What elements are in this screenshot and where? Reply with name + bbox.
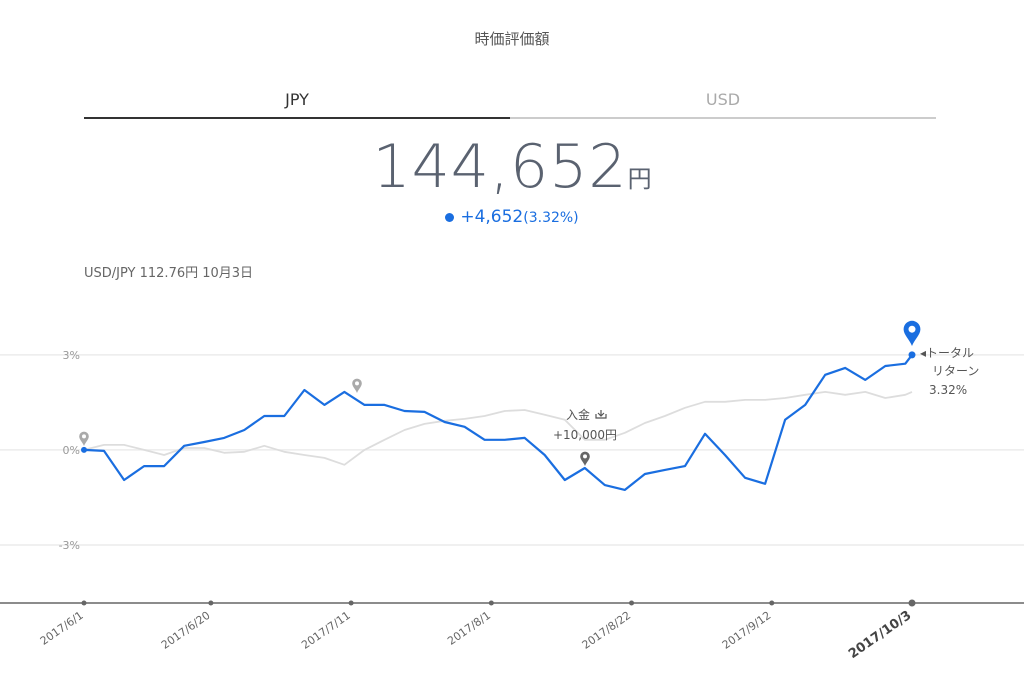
annotation: 3.32%	[929, 383, 967, 397]
end-point	[908, 351, 916, 359]
x-tick	[769, 600, 775, 606]
annotation: リターン	[932, 364, 979, 378]
fx-rate: USD/JPY 112.76円 10月3日	[84, 266, 254, 281]
pin	[580, 451, 590, 466]
tab[interactable]: JPY	[84, 90, 510, 119]
x-tick	[908, 599, 916, 607]
annotation: 入金	[566, 407, 590, 422]
x-tick-label: 2017/8/22	[580, 609, 634, 652]
annotation: +10,000円	[553, 428, 617, 442]
change: +4,652(3.32%)	[0, 207, 1024, 227]
x-tick-label: 2017/9/12	[720, 609, 774, 652]
x-tick-label: 2017/6/1	[38, 609, 86, 648]
x-tick-label: 2017/7/11	[299, 609, 353, 652]
pin	[79, 431, 89, 446]
change-amount: +4,652	[460, 207, 524, 227]
start-point	[81, 446, 87, 453]
x-tick	[348, 600, 354, 606]
pin-hole	[355, 381, 359, 386]
line-series	[83, 354, 913, 491]
pin	[903, 320, 921, 346]
x-tick	[629, 600, 635, 606]
x-tick-label: 2017/6/20	[159, 609, 213, 652]
pin-hole	[583, 454, 587, 459]
pin	[352, 378, 362, 393]
y-tick-label: 3%	[63, 349, 80, 362]
change-percent: (3.32%)	[523, 210, 579, 226]
valuation: 144,652円	[0, 132, 1024, 202]
x-tick	[208, 600, 214, 606]
pin-hole	[82, 434, 86, 439]
y-tick-label: 0%	[63, 444, 80, 457]
tab[interactable]: USD	[510, 90, 936, 119]
pin-hole	[908, 325, 916, 333]
line-series	[83, 391, 913, 466]
deposit-icon	[595, 410, 607, 419]
unit: 円	[627, 165, 652, 193]
x-tick	[81, 600, 87, 606]
x-tick-label: 2017/8/1	[445, 609, 493, 648]
annotation: ◂トータル	[920, 346, 974, 360]
x-tick-label: 2017/10/3	[846, 608, 914, 662]
page-title: 時価評価額	[474, 30, 550, 48]
amount: 144,652	[372, 132, 628, 202]
x-tick	[488, 600, 494, 606]
y-tick-label: -3%	[59, 539, 80, 552]
dot	[445, 212, 455, 222]
